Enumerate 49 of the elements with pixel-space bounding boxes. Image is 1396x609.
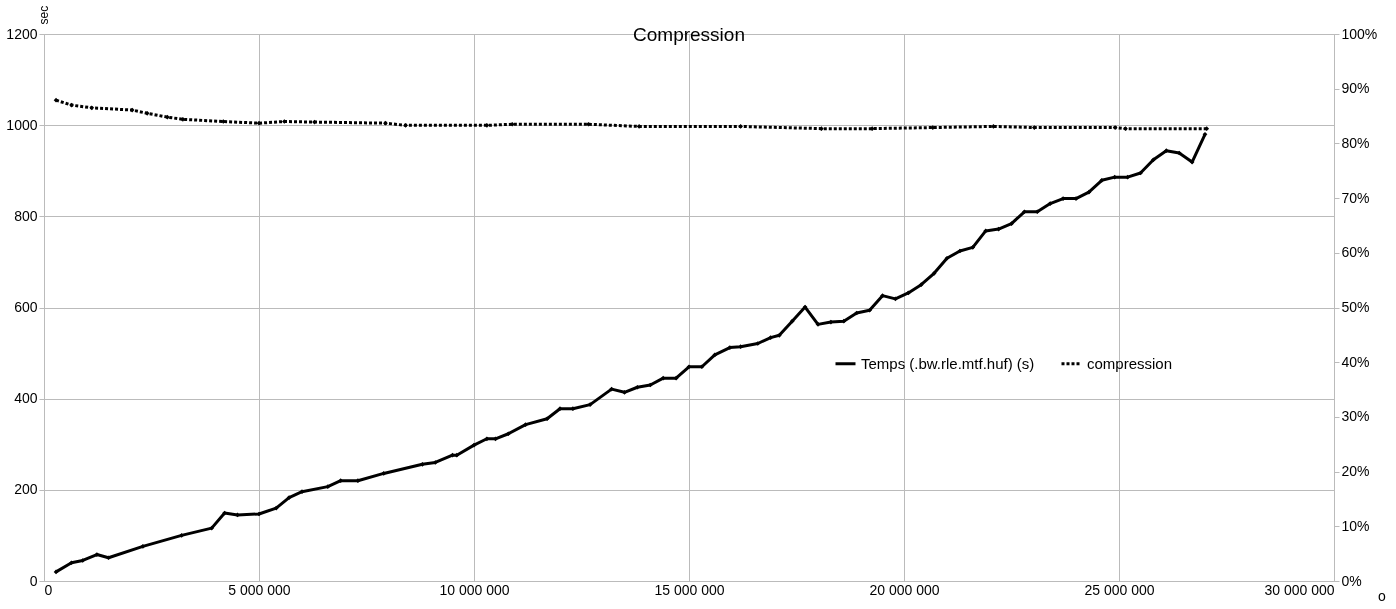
y2-tick-label: 60% — [1341, 244, 1370, 261]
point — [636, 124, 642, 129]
legend-label: compression — [1087, 354, 1173, 372]
y2-tick-label: 10% — [1341, 517, 1370, 534]
point — [256, 120, 262, 126]
y2-tick-label: 20% — [1341, 463, 1370, 480]
point — [89, 105, 95, 111]
point — [165, 114, 170, 120]
point — [991, 124, 996, 129]
point — [53, 97, 59, 103]
y-tick-label: 200 — [14, 481, 38, 498]
y2-tick-label: 50% — [1341, 299, 1370, 315]
y2-tick-label: 100% — [1341, 25, 1378, 42]
point — [383, 120, 388, 126]
y-tick-label: 800 — [14, 207, 38, 224]
y-tick-label: 1200 — [6, 25, 38, 42]
point — [869, 126, 875, 131]
y-tick-label: 1000 — [6, 116, 38, 133]
x-tick-label: 5 000 000 — [228, 581, 291, 598]
point — [129, 107, 135, 113]
chart-title: Compression — [633, 24, 745, 46]
point — [484, 123, 490, 128]
point — [144, 110, 150, 116]
point — [1031, 125, 1037, 130]
y-axis-title: sec — [36, 5, 51, 25]
point — [1123, 126, 1128, 131]
x-tick-label: 10 000 000 — [439, 581, 510, 598]
point — [738, 124, 743, 129]
x-tick-label: 30 000 000 — [1264, 581, 1335, 598]
point — [1204, 126, 1210, 131]
x-tick-label: 20 000 000 — [869, 581, 940, 598]
point — [180, 116, 186, 122]
point — [403, 123, 408, 128]
y2-tick-label: 90% — [1341, 80, 1370, 97]
point — [586, 121, 591, 127]
point — [819, 126, 824, 131]
legend-label: Temps (.bw.rle.mtf.huf) (s) — [861, 354, 1035, 372]
y-tick-label: 400 — [14, 390, 38, 407]
y2-tick-label: 80% — [1341, 134, 1370, 151]
y-tick-label: 600 — [14, 299, 38, 315]
x-axis-title: o — [1378, 588, 1386, 604]
point — [1112, 125, 1118, 130]
y2-tick-label: 70% — [1341, 189, 1370, 206]
y2-tick-label: 30% — [1341, 408, 1370, 425]
y2-tick-label: 0% — [1341, 572, 1362, 589]
x-tick-label: 0 — [44, 581, 53, 598]
y2-tick-label: 40% — [1341, 353, 1370, 370]
x-tick-label: 15 000 000 — [654, 581, 725, 598]
x-tick-label: 25 000 000 — [1084, 581, 1155, 598]
